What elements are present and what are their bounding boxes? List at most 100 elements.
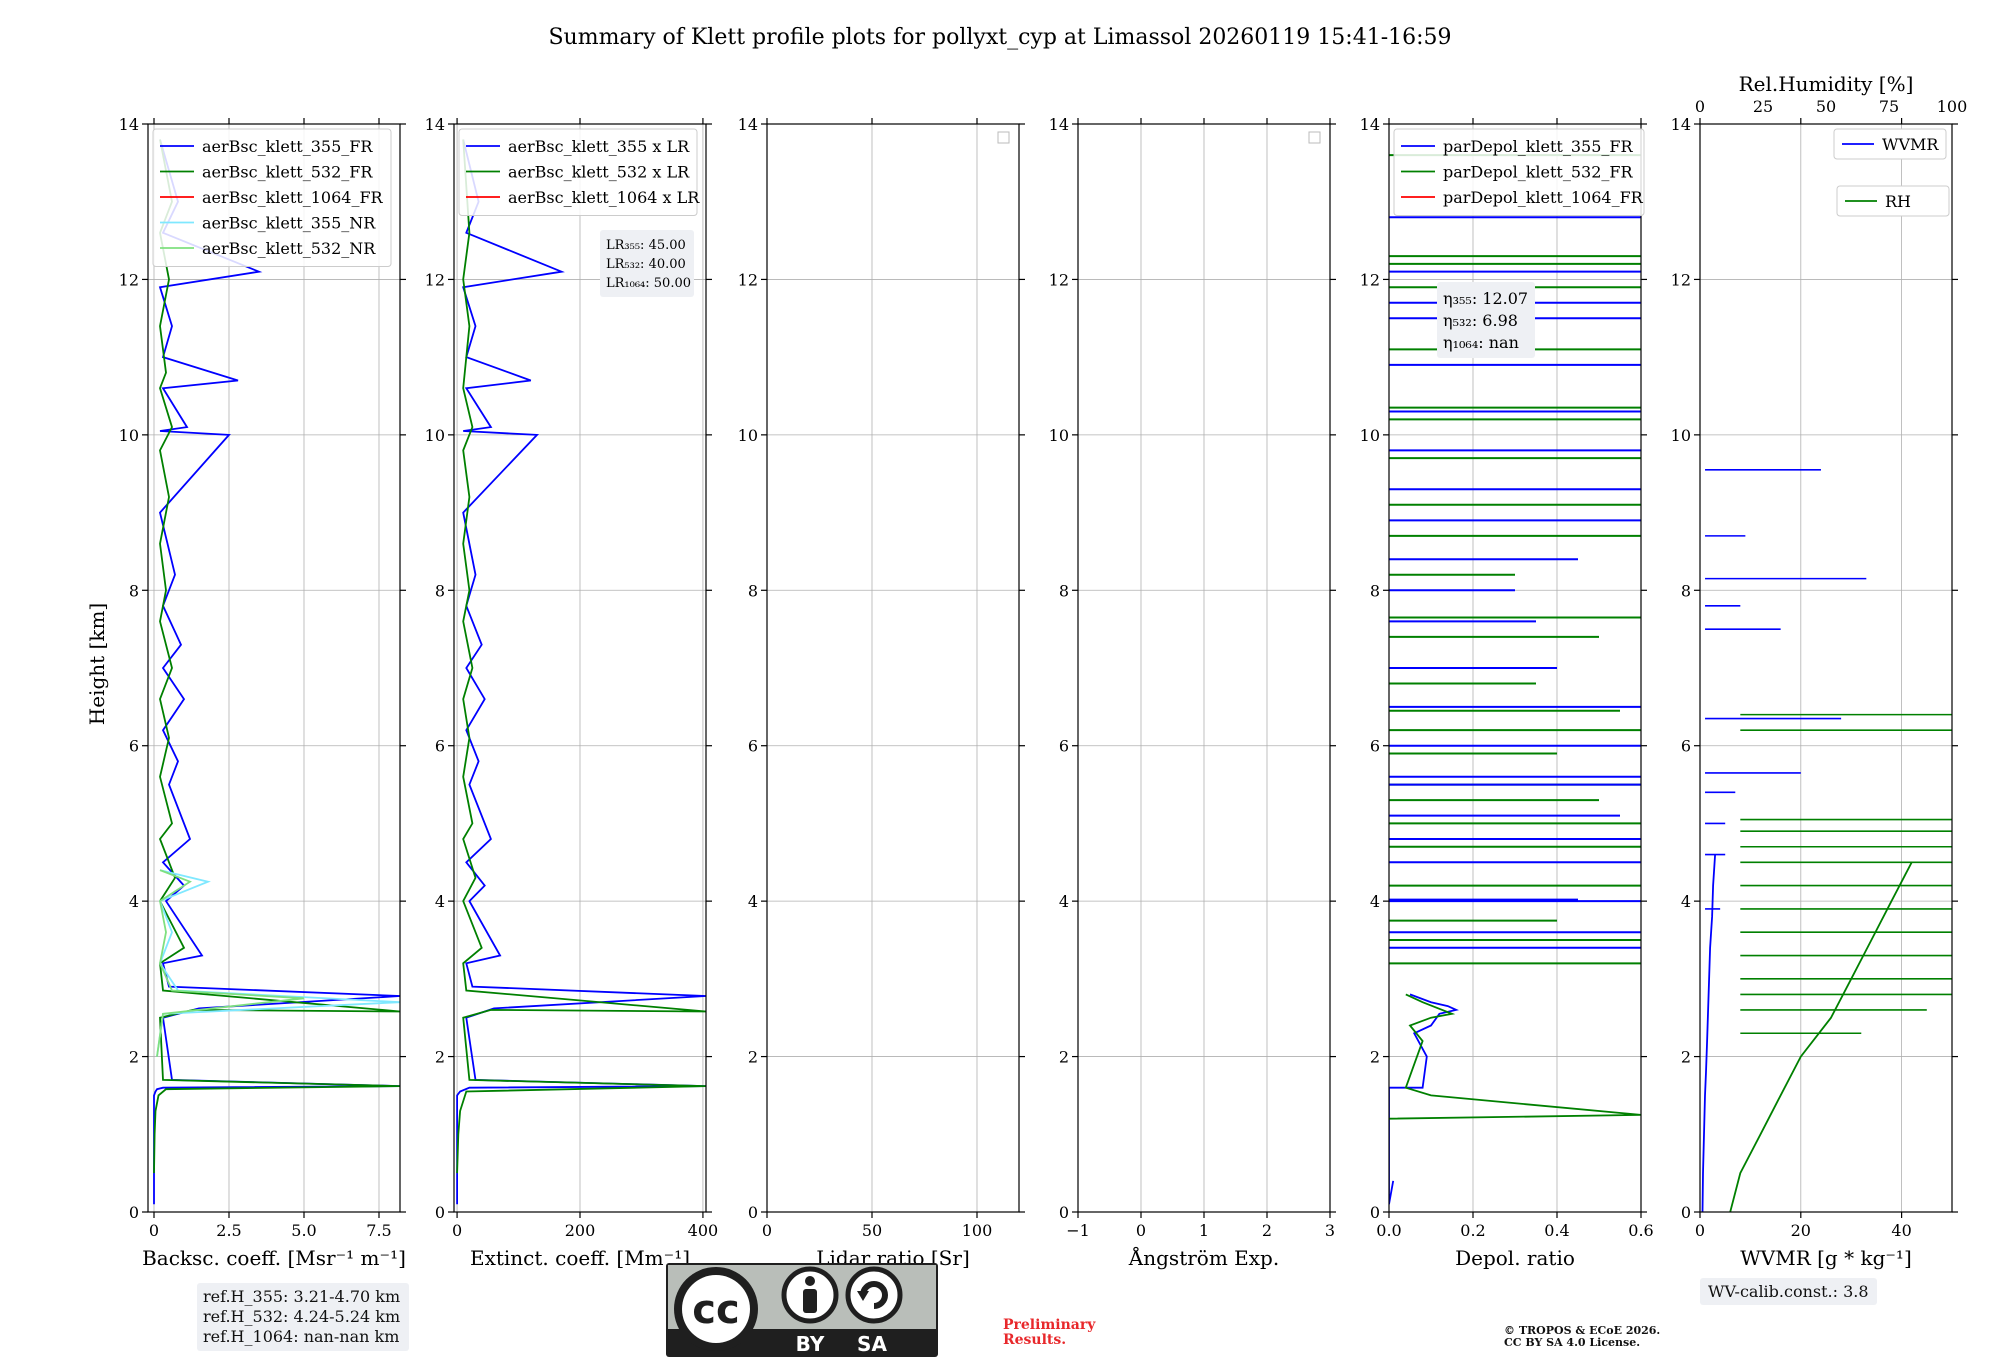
y-tick-label: 0 xyxy=(1681,1203,1691,1222)
depolarization-annotation: η₃₅₅: 12.07 η₅₃₂: 6.98 η₁₀₆₄: nan xyxy=(1437,282,1535,358)
depolarization-panel: 0 2 4 6 8 10 12 14 0.0 0.2 0.4 0.6 Depol. ratio parDe… xyxy=(1360,115,1654,1270)
x-tick-label: 200 xyxy=(565,1221,596,1240)
annotation-line: η₁₀₆₄: nan xyxy=(1443,333,1519,352)
ref-height-1064: ref.H_1064: nan-nan km xyxy=(203,1327,400,1346)
empty-legend-box xyxy=(1308,131,1321,144)
y-tick-label: 0 xyxy=(435,1203,445,1222)
water-vapour-data xyxy=(1701,469,1952,1212)
figure-title: Summary of Klett profile plots for polly… xyxy=(548,25,1451,50)
legend-label: RH xyxy=(1885,192,1911,211)
legend-label: parDepol_klett_355_FR xyxy=(1443,137,1634,156)
y-tick-label: 4 xyxy=(1059,892,1069,911)
wv-calibration-box: WV-calib.const.: 3.8 xyxy=(1700,1278,1877,1305)
x2-tick-label: 100 xyxy=(1937,97,1968,116)
axes-frame xyxy=(1699,123,1953,1213)
y-tick-label: 2 xyxy=(1370,1048,1380,1067)
series-line-aerBsc_klett_532_NR xyxy=(156,869,305,1057)
cc-license-badge: cc BY SA xyxy=(666,1263,938,1357)
x-tick-label: 0.4 xyxy=(1544,1221,1569,1240)
y-tick-label: 12 xyxy=(1671,270,1691,289)
legend-label: aerBsc_klett_355 x LR xyxy=(508,137,690,156)
legend-WVMR: WVMR xyxy=(1833,128,1947,160)
x-tick-label: 400 xyxy=(688,1221,719,1240)
y-tick-label: 4 xyxy=(129,892,139,911)
y-tick-label: 8 xyxy=(748,581,758,600)
x-axis-label: Ångström Exp. xyxy=(1128,1245,1279,1270)
x2-axis-label: Rel.Humidity [%] xyxy=(1739,72,1914,96)
legend-label: aerBsc_klett_355_NR xyxy=(202,214,376,233)
y-tick-label: 2 xyxy=(748,1048,758,1067)
depolarization-legend: parDepol_klett_355_FR parDepol_klett_532_… xyxy=(1393,128,1645,216)
annotation-line: LR₃₅₅: 45.00 xyxy=(606,238,686,253)
sa-badge-text: SA xyxy=(857,1332,887,1356)
y-tick-label: 12 xyxy=(425,270,445,289)
y-tick-label: 2 xyxy=(1059,1048,1069,1067)
x-tick-label: 20 xyxy=(1791,1221,1811,1240)
legend-label: WVMR xyxy=(1882,135,1939,154)
y-tick-label: 14 xyxy=(1671,115,1691,134)
y-tick-label: 12 xyxy=(1360,270,1380,289)
series-line-WVMR xyxy=(1701,854,1716,1212)
annotation-line: η₃₅₅: 12.07 xyxy=(1443,289,1528,308)
y-tick-label: 14 xyxy=(738,115,758,134)
y-tick-label: 0 xyxy=(1370,1203,1380,1222)
by-badge-text: BY xyxy=(796,1332,825,1356)
x-tick-label: 0.6 xyxy=(1628,1221,1653,1240)
legend-label: aerBsc_klett_532 x LR xyxy=(508,163,690,182)
extinction-annotation: LR₃₅₅: 45.00 LR₅₃₂: 40.00 LR₁₀₆₄: 50.00 xyxy=(600,230,694,297)
x-tick-label: 3 xyxy=(1325,1221,1335,1240)
annotation-line: η₅₃₂: 6.98 xyxy=(1443,311,1518,330)
x-tick-label: −1 xyxy=(1066,1221,1090,1240)
legend-label: aerBsc_klett_532_FR xyxy=(202,163,373,182)
preliminary-note: Preliminary Results. xyxy=(1003,1318,1095,1348)
axes-frame xyxy=(1388,123,1642,1213)
series-line-aerBsc_klett_532 x LR xyxy=(456,139,706,1174)
x-tick-label: 1 xyxy=(1199,1221,1209,1240)
y-tick-label: 10 xyxy=(1049,426,1069,445)
x-tick-label: 5.0 xyxy=(291,1221,316,1240)
y-tick-label: 12 xyxy=(119,270,139,289)
y-tick-label: 14 xyxy=(1360,115,1380,134)
y-tick-label: 2 xyxy=(1681,1048,1691,1067)
extinction-panel: 0 2 4 6 8 10 12 14 0 200 400 Extinct. coeff. [Mm⁻¹]… xyxy=(425,115,719,1270)
backscatter-data xyxy=(153,139,400,1205)
y-tick-label: 8 xyxy=(1059,581,1069,600)
y-tick-label: 2 xyxy=(129,1048,139,1067)
x-tick-label: 0.2 xyxy=(1460,1221,1485,1240)
x-tick-label: 0 xyxy=(762,1221,772,1240)
series-line-parDepol_klett_532_FR xyxy=(1389,993,1641,1120)
y-tick-label: 4 xyxy=(1370,892,1380,911)
extinction-legend: aerBsc_klett_355 x LR aerBsc_klett_532 x … xyxy=(458,128,700,216)
axes-frame xyxy=(147,123,401,1213)
x-tick-label: 0 xyxy=(1695,1221,1705,1240)
x-tick-label: 0 xyxy=(1136,1221,1146,1240)
backscatter-panel: 0 2 4 6 8 10 12 14 0 2.5 5.0 7.5 Backsc. coeff. [Msr… xyxy=(119,115,406,1270)
cc-badge-text: cc xyxy=(692,1287,739,1333)
y-tick-label: 6 xyxy=(435,737,445,756)
series-line-aerBsc_klett_355 x LR xyxy=(456,139,706,1205)
y-tick-label: 4 xyxy=(748,892,758,911)
y-tick-label: 0 xyxy=(748,1203,758,1222)
reference-heights-box: ref.H_355: 3.21-4.70 km ref.H_532: 4.24-… xyxy=(197,1283,409,1351)
y-tick-label: 0 xyxy=(1059,1203,1069,1222)
y-tick-label: 10 xyxy=(425,426,445,445)
y-tick-label: 6 xyxy=(1681,737,1691,756)
series-line-aerBsc_klett_355_FR xyxy=(153,139,400,1205)
backscatter-legend: aerBsc_klett_355_FR aerBsc_klett_532_FRae… xyxy=(152,128,392,267)
empty-legend-box xyxy=(997,131,1010,144)
y-axis-label: Height [km] xyxy=(85,603,109,725)
y-tick-label: 4 xyxy=(435,892,445,911)
y-tick-label: 4 xyxy=(1681,892,1691,911)
x-tick-label: 0 xyxy=(149,1221,159,1240)
x2-tick-label: 25 xyxy=(1753,97,1773,116)
x-axis-label: Extinct. coeff. [Mm⁻¹] xyxy=(470,1246,690,1270)
y-tick-label: 12 xyxy=(1049,270,1069,289)
x-axis-label: WVMR [g * kg⁻¹] xyxy=(1740,1246,1912,1270)
y-tick-label: 6 xyxy=(129,737,139,756)
x2-tick-label: 0 xyxy=(1695,97,1705,116)
legend-label: parDepol_klett_1064_FR xyxy=(1443,188,1644,207)
x-tick-label: 0.0 xyxy=(1376,1221,1401,1240)
